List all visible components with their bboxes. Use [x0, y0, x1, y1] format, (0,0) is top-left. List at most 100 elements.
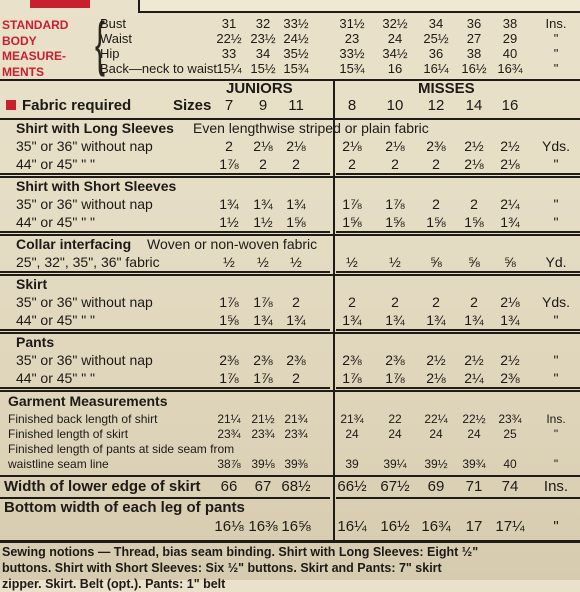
skirt-width-misses-value: 66½ [337, 478, 367, 495]
measurement-junior-value: 24½ [283, 31, 309, 46]
fabric-yardage-misses-value: 2⅛ [500, 156, 520, 172]
garment-misses-value: 24 [388, 427, 402, 441]
fabric-yardage-junior-value: ½ [257, 254, 269, 270]
section-divider [0, 176, 580, 178]
fabric-yardage-junior-value: 1¾ [253, 312, 273, 328]
fabric-yardage-misses-value: ½ [346, 254, 358, 270]
row-rule [336, 387, 580, 389]
size-junior: 11 [288, 97, 304, 114]
measurement-misses-value: 38 [502, 16, 518, 31]
fabric-yardage-junior-value: 2⅜ [286, 352, 306, 368]
fabric-width-label: 44" or 45" " " [16, 370, 96, 386]
row-rule [0, 173, 330, 175]
fabric-yardage-misses-value: 1⅝ [464, 214, 484, 230]
measurement-misses-value: 40 [502, 46, 518, 61]
section-subtitle: Even lengthwise striped or plain fabric [193, 120, 429, 136]
fabric-yardage-junior-value: 1¾ [286, 196, 306, 212]
fabric-yardage-misses-value: 1⅞ [342, 196, 362, 212]
sizes-label: Sizes [173, 97, 212, 114]
fabric-yardage-misses-value: 2½ [464, 138, 484, 154]
fabric-yardage-misses-value: 2⅜ [500, 370, 520, 386]
fabric-yardage-misses-value: 2 [391, 294, 399, 310]
measurement-misses-value: 32½ [382, 16, 408, 31]
fabric-yardage-misses-value: 2 [432, 294, 440, 310]
pants-length-junior-value: 39⅜ [284, 457, 308, 471]
measurements-brace: { [95, 10, 106, 77]
skirt-width-label: Width of lower edge of skirt [4, 478, 201, 495]
fabric-yardage-unit: " [553, 312, 559, 328]
fabric-yardage-junior-value: 1⅞ [253, 370, 273, 386]
pants-length-label-2: waistline seam line [8, 457, 109, 471]
fabric-yardage-junior-value: 1½ [219, 214, 239, 230]
measurement-name: Back—neck to waist [100, 61, 218, 76]
skirt-width-junior-value: 66 [220, 478, 238, 495]
fabric-yardage-unit: " [553, 370, 559, 386]
size-misses: 8 [347, 97, 357, 114]
garment-junior-value: 21¾ [284, 412, 308, 426]
measurement-unit: " [553, 31, 559, 46]
garment-junior-value: 21½ [251, 412, 275, 426]
fabric-yardage-misses-value: 2⅜ [426, 138, 446, 154]
fabric-yardage-misses-value: ½ [389, 254, 401, 270]
garment-unit: " [553, 427, 559, 441]
pants-width-junior-value: 16⅜ [248, 518, 278, 535]
fabric-yardage-misses-value: 1⅝ [342, 214, 362, 230]
garment-junior-value: 23¾ [217, 427, 241, 441]
fabric-required-label: Fabric required [22, 97, 132, 114]
fabric-yardage-misses-value: 2½ [500, 352, 520, 368]
garment-row-label: Finished length of skirt [8, 427, 129, 441]
fabric-width-label: 44" or 45" " " [16, 214, 96, 230]
row-rule [336, 329, 580, 331]
pants-width-unit: " [553, 518, 559, 535]
measurement-misses-value: 34 [428, 16, 444, 31]
fabric-yardage-misses-value: 1⅞ [385, 370, 405, 386]
row-rule [0, 329, 330, 331]
measurement-junior-value: 23½ [250, 31, 276, 46]
notions-line-3: zipper. Skirt. Belt (opt.). Pants: 1" be… [2, 577, 226, 591]
fabric-yardage-misses-value: 2⅛ [500, 294, 520, 310]
measurement-junior-value: 33½ [283, 16, 309, 31]
fabric-yardage-misses-value: 1¾ [500, 214, 520, 230]
row-rule [336, 231, 580, 233]
fabric-yardage-misses-value: 2 [348, 156, 356, 172]
measurement-junior-value: 15¼ [216, 61, 242, 76]
size-misses: 14 [465, 97, 483, 114]
fabric-width-label: 44" or 45" " " [16, 312, 96, 328]
fabric-yardage-misses-value: 2⅛ [342, 138, 362, 154]
measurement-misses-value: 34½ [382, 46, 408, 61]
measurement-unit: " [553, 61, 559, 76]
fabric-yardage-junior-value: 2 [292, 294, 300, 310]
measurement-misses-value: 16¼ [423, 61, 449, 76]
pants-width-label: Bottom width of each leg of pants [4, 499, 245, 516]
fabric-width-label: 25", 32", 35", 36" fabric [16, 254, 160, 270]
garment-junior-value: 23¾ [284, 427, 308, 441]
skirt-width-unit: Ins. [543, 478, 569, 495]
row-rule [0, 271, 330, 273]
measurement-misses-value: 27 [466, 31, 482, 46]
fabric-yardage-misses-value: 1⅝ [426, 214, 446, 230]
notions-divider [0, 540, 580, 543]
fabric-yardage-junior-value: 1⅝ [286, 214, 306, 230]
fabric-yardage-misses-value: 2½ [500, 138, 520, 154]
measurement-junior-value: 33 [221, 46, 237, 61]
measurement-misses-value: 16½ [461, 61, 487, 76]
section-title: Shirt with Short Sleeves [16, 178, 177, 194]
fabric-yardage-misses-value: 1⅞ [342, 370, 362, 386]
row-rule [0, 387, 330, 389]
measurement-misses-value: 24 [387, 31, 403, 46]
garment-junior-value: 21¼ [217, 412, 241, 426]
pants-width-junior-value: 16⅝ [281, 518, 311, 535]
section-divider [0, 118, 580, 120]
fabric-yardage-misses-value: 2 [432, 156, 440, 172]
measurement-misses-value: 16¾ [497, 61, 523, 76]
skirt-width-misses-value: 74 [501, 478, 519, 495]
measurement-name: Hip [100, 46, 120, 61]
pants-width-misses-value: 16½ [380, 518, 410, 535]
row-rule [336, 271, 580, 273]
measurement-junior-value: 31 [221, 16, 237, 31]
fabric-yardage-junior-value: 2⅛ [253, 138, 273, 154]
measurement-misses-value: 36 [428, 46, 444, 61]
fabric-yardage-misses-value: 2 [470, 294, 478, 310]
fabric-yardage-unit: " [553, 352, 559, 368]
section-subtitle: Woven or non-woven fabric [147, 236, 318, 252]
